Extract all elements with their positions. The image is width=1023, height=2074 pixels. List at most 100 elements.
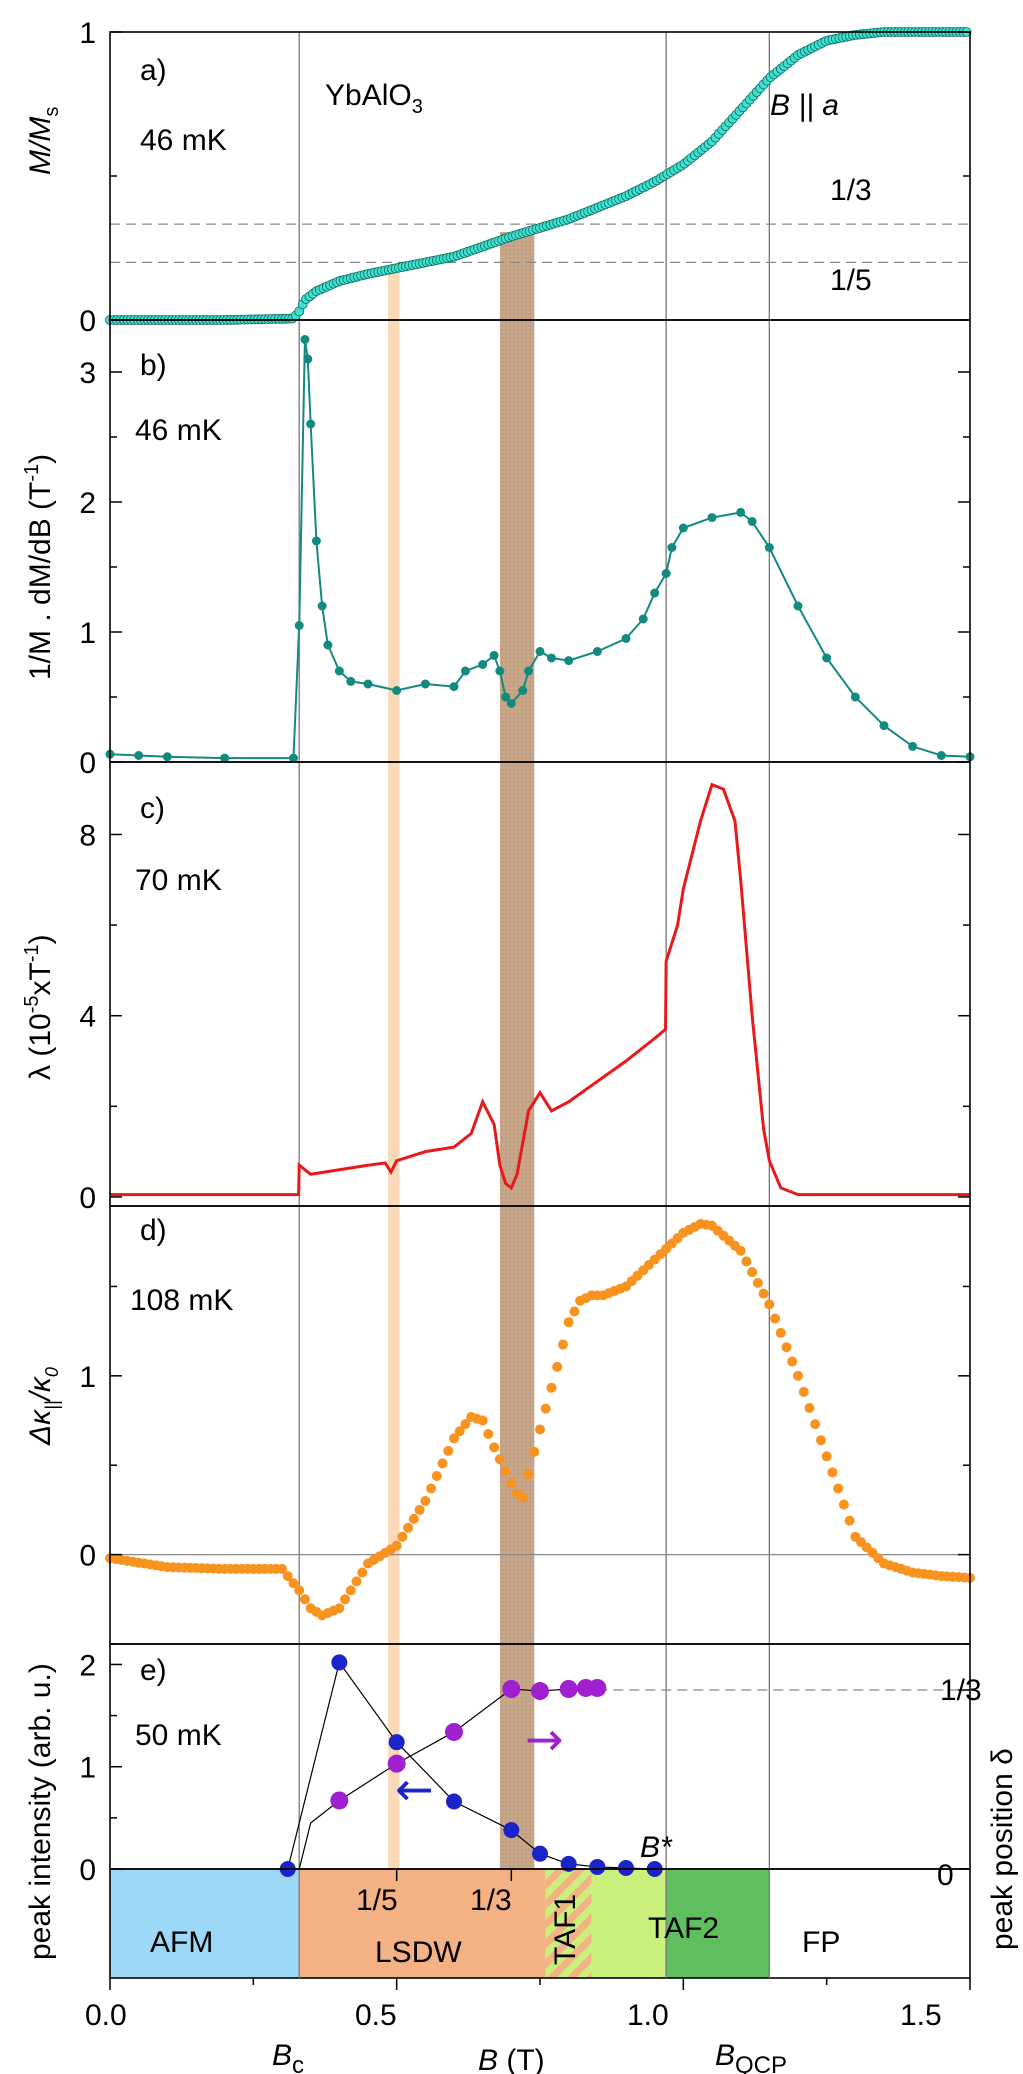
x-tick-1-0: 1.0 [627, 1999, 669, 2032]
thermal-conductivity-point [752, 1277, 763, 1288]
field-orientation: B || a [770, 89, 839, 122]
dmdb-point [334, 666, 344, 676]
dmdb-point [420, 679, 430, 689]
phase-mark-fifth: 1/5 [356, 1884, 398, 1917]
dmdb-point [288, 753, 298, 763]
thermal-conductivity-point [351, 1576, 362, 1587]
thermal-conductivity-point [827, 1467, 838, 1478]
dmdb-point [764, 543, 774, 552]
thermal-conductivity-point [798, 1386, 809, 1397]
thermal-conductivity-point [758, 1288, 769, 1299]
panel-e-ylabel: peak intensity (arb. u.) [24, 1663, 57, 1960]
panel-d-ylabel: Δκ||/κ0 [24, 1367, 62, 1446]
phase-afm-label: AFM [150, 1926, 213, 1959]
thermal-conductivity-point [741, 1256, 752, 1267]
x-axis-label-main: B [478, 2044, 498, 2074]
thermal-conductivity-point [477, 1415, 488, 1426]
dmdb-point [564, 656, 574, 666]
panel-c-temperature: 70 mK [135, 864, 222, 897]
panel-b-temperature: 46 mK [135, 414, 222, 447]
bqcp-label: BQCP [715, 2039, 787, 2074]
dmdb-point [220, 753, 230, 763]
bqcp-label-sub: QCP [735, 2052, 787, 2074]
x-tick-0-5: 0.5 [355, 1999, 397, 2032]
y-tick-label: 1 [79, 1752, 96, 1785]
thermal-conductivity-point [294, 1585, 305, 1596]
dmdb-point [306, 419, 316, 429]
thermal-conductivity-point [449, 1433, 459, 1444]
thermal-conductivity-point [838, 1499, 849, 1510]
panel-e-right-tick-third: 1/3 [940, 1674, 982, 1707]
panel-c-ylabel-mid: xT [24, 962, 57, 995]
thermal-conductivity-point [804, 1403, 815, 1414]
thermal-conductivity-point [460, 1419, 471, 1430]
dmdb-point [317, 601, 327, 611]
thermal-conductivity-point [569, 1306, 580, 1317]
thermal-conductivity-point [793, 1370, 803, 1381]
thermal-conductivity-point [408, 1513, 419, 1524]
fraction-one-third: 1/3 [830, 174, 872, 207]
thermal-conductivity-point [357, 1567, 368, 1578]
x-tick-0: 0.0 [85, 1999, 127, 2032]
dmdb-point [311, 536, 321, 546]
panel-a-letter: a) [140, 54, 167, 87]
bc-label-sub: c [292, 2052, 304, 2074]
thermal-conductivity-point [747, 1267, 758, 1278]
band-one-third [499, 232, 535, 1869]
panel-d-letter: d) [140, 1214, 167, 1247]
y-tick-label: 0 [79, 1540, 96, 1573]
arrow-left-icon: ← [395, 1762, 434, 1816]
magnetostriction-line [110, 782, 970, 1197]
thermal-conductivity-point [454, 1426, 465, 1437]
thermal-conductivity-point [345, 1585, 356, 1596]
dmdb-point [678, 523, 688, 533]
thermal-conductivity-point [483, 1428, 494, 1439]
phase-region-afm [110, 1869, 300, 1978]
dmdb-point [638, 614, 648, 624]
dmdb-point [621, 634, 631, 643]
dmdb-point [300, 335, 310, 344]
thermal-conductivity-point [443, 1445, 454, 1456]
phase-region-lsdw [299, 1869, 546, 1978]
thermal-conductivity-point [535, 1424, 545, 1435]
dmdb-point [535, 647, 545, 656]
thermal-conductivity-point [523, 1469, 534, 1480]
thermal-conductivity-point [299, 1594, 310, 1605]
panel-c-ylabel-sup: -5 [21, 996, 43, 1014]
thermal-conductivity-point [821, 1451, 832, 1462]
y-tick-label: 8 [79, 819, 96, 852]
dmdb-point [650, 588, 660, 598]
x-axis-label-unit: (T) [498, 2044, 545, 2074]
panel-d-temperature: 108 mK [130, 1284, 233, 1317]
dmdb-point [747, 517, 757, 526]
thermal-conductivity-point [770, 1313, 781, 1324]
thermal-conductivity-point [420, 1495, 431, 1506]
thermal-conductivity-point [815, 1435, 826, 1446]
dmdb-point [592, 647, 602, 656]
panel-c-ylabel-sup2: -1 [21, 944, 43, 962]
dmdb-point [501, 692, 511, 702]
thermal-conductivity-point [414, 1504, 425, 1515]
y-tick-label: 1 [79, 1361, 96, 1394]
thermal-conductivity-point [775, 1327, 786, 1338]
intensity-point [388, 1734, 405, 1751]
fraction-one-fifth: 1/5 [830, 264, 872, 297]
material-subscript: 3 [412, 96, 423, 118]
phase-region-taf1 [591, 1869, 667, 1978]
intensity-point [532, 1845, 548, 1862]
thermal-conductivity-point [546, 1382, 557, 1393]
position-point [387, 1754, 406, 1773]
axis-layer: 0 1 0 1 2 3 0 4 8 0 1 0 1 2 [79, 17, 971, 1990]
y-tick-label: 1 [79, 617, 96, 650]
b-star-label: B* [640, 1831, 673, 1864]
thermal-conductivity-point [557, 1339, 568, 1350]
phase-region-crossover [545, 1869, 592, 1978]
dmdb-point [506, 699, 516, 708]
phase-region-fp [769, 1869, 970, 1978]
thermal-conductivity-point [540, 1403, 551, 1414]
panel-c-ylabel-main: λ (10 [24, 1013, 57, 1080]
thermal-conductivity-point [781, 1342, 792, 1353]
panel-e-letter: e) [140, 1654, 167, 1687]
phase-taf2-label: TAF2 [648, 1912, 719, 1945]
bc-label-main: B [272, 2039, 292, 2072]
